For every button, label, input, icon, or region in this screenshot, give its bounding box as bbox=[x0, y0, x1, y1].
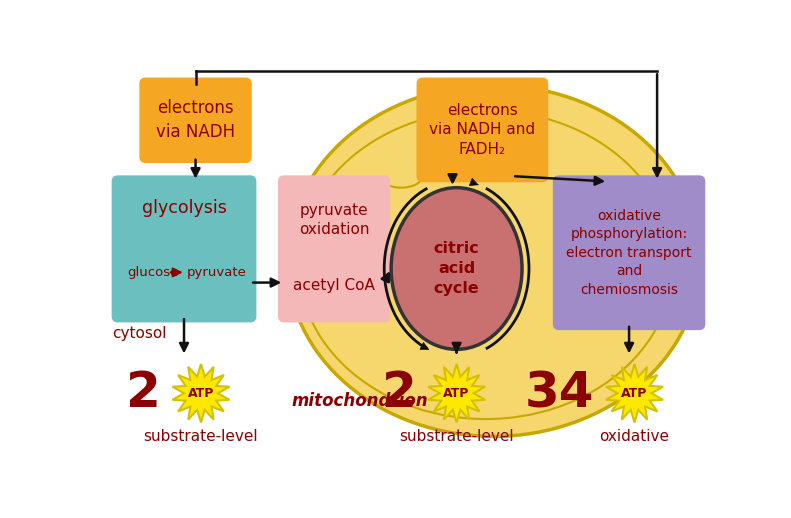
Text: ATP: ATP bbox=[187, 387, 214, 400]
Ellipse shape bbox=[391, 188, 522, 349]
Text: substrate-level: substrate-level bbox=[399, 429, 514, 444]
Text: citric
acid
cycle: citric acid cycle bbox=[433, 241, 479, 296]
Text: glucose: glucose bbox=[127, 266, 179, 279]
Text: mitochondrion: mitochondrion bbox=[292, 392, 429, 410]
Text: electrons
via NADH: electrons via NADH bbox=[156, 99, 235, 141]
Text: ATP: ATP bbox=[621, 387, 648, 400]
Polygon shape bbox=[172, 364, 229, 423]
FancyBboxPatch shape bbox=[112, 176, 256, 322]
Text: 2: 2 bbox=[126, 369, 161, 418]
Ellipse shape bbox=[287, 85, 700, 436]
Text: oxidative: oxidative bbox=[600, 429, 669, 444]
Text: substrate-level: substrate-level bbox=[144, 429, 259, 444]
Polygon shape bbox=[428, 364, 485, 423]
FancyBboxPatch shape bbox=[139, 78, 252, 163]
Polygon shape bbox=[606, 364, 663, 423]
Text: 34: 34 bbox=[525, 369, 594, 418]
Text: pyruvate
oxidation: pyruvate oxidation bbox=[299, 203, 369, 237]
Text: pyruvate: pyruvate bbox=[187, 266, 247, 279]
Text: cytosol: cytosol bbox=[112, 326, 166, 341]
Text: 2: 2 bbox=[382, 369, 417, 418]
Text: ATP: ATP bbox=[444, 387, 470, 400]
Text: acetyl CoA: acetyl CoA bbox=[293, 278, 375, 293]
FancyBboxPatch shape bbox=[278, 176, 391, 322]
FancyBboxPatch shape bbox=[553, 176, 706, 330]
Text: oxidative
phosphorylation:
electron transport
and
chemiosmosis: oxidative phosphorylation: electron tran… bbox=[566, 209, 692, 296]
FancyBboxPatch shape bbox=[417, 78, 548, 182]
Text: electrons
via NADH and
FADH₂: electrons via NADH and FADH₂ bbox=[430, 103, 536, 157]
Text: glycolysis: glycolysis bbox=[142, 199, 226, 218]
